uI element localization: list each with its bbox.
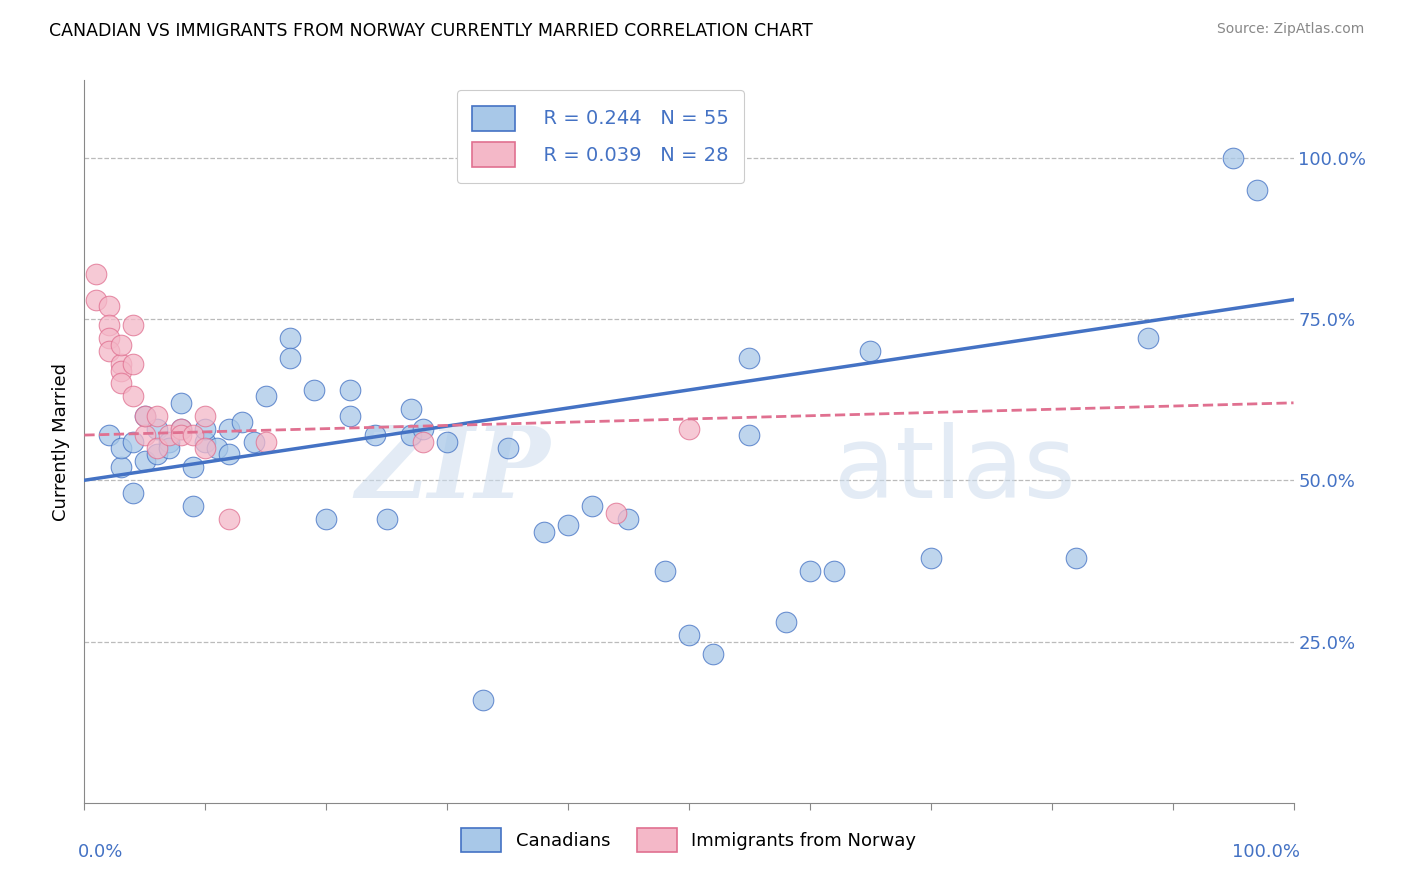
Point [194,409,217,423]
Point [194,441,217,455]
Point [97,344,120,359]
Point [412,434,434,449]
Point [436,434,458,449]
Point [1064,550,1087,565]
Point [702,648,724,662]
Point [617,512,640,526]
Point [799,564,821,578]
Point [823,564,845,578]
Point [86,267,108,281]
Point [121,357,143,371]
Point [605,506,627,520]
Point [194,422,217,436]
Point [557,518,579,533]
Point [339,383,361,397]
Point [157,441,180,455]
Point [121,434,143,449]
Text: CANADIAN VS IMMIGRANTS FROM NORWAY CURRENTLY MARRIED CORRELATION CHART: CANADIAN VS IMMIGRANTS FROM NORWAY CURRE… [49,22,813,40]
Point [920,550,942,565]
Point [146,447,169,461]
Point [121,318,143,333]
Point [654,564,676,578]
Point [859,344,882,359]
Point [399,428,422,442]
Point [110,460,132,475]
Text: atlas: atlas [834,422,1076,519]
Text: 100.0%: 100.0% [1232,843,1299,861]
Point [97,318,120,333]
Point [170,396,193,410]
Point [170,422,193,436]
Point [157,428,180,442]
Point [278,331,301,345]
Point [97,331,120,345]
Point [170,422,193,436]
Point [207,441,229,455]
Point [134,409,156,423]
Y-axis label: Currently Married: Currently Married [52,362,70,521]
Point [533,524,555,539]
Point [412,422,434,436]
Point [1137,331,1160,345]
Point [302,383,325,397]
Point [121,389,143,403]
Text: 0.0%: 0.0% [79,843,124,861]
Point [254,434,277,449]
Point [110,441,132,455]
Point [134,409,156,423]
Point [242,434,264,449]
Point [86,293,108,307]
Point [315,512,337,526]
Point [472,692,495,706]
Point [278,351,301,365]
Point [363,428,385,442]
Point [399,402,422,417]
Legend: Canadians, Immigrants from Norway: Canadians, Immigrants from Norway [454,822,924,859]
Point [181,460,204,475]
Text: ZIP: ZIP [354,422,550,518]
Point [254,389,277,403]
Point [678,422,700,436]
Point [134,428,156,442]
Point [339,409,361,423]
Point [1222,151,1244,165]
Point [146,441,169,455]
Point [110,338,132,352]
Point [170,428,193,442]
Point [146,422,169,436]
Point [110,376,132,391]
Point [496,441,519,455]
Point [231,415,253,429]
Point [218,512,240,526]
Point [218,422,240,436]
Point [775,615,797,630]
Point [121,486,143,500]
Point [1246,183,1268,197]
Text: Source: ZipAtlas.com: Source: ZipAtlas.com [1216,22,1364,37]
Point [181,499,204,513]
Point [110,357,132,371]
Point [738,351,761,365]
Point [375,512,398,526]
Point [146,409,169,423]
Point [181,428,204,442]
Point [97,299,120,313]
Point [738,428,761,442]
Point [97,428,120,442]
Point [581,499,603,513]
Point [110,363,132,377]
Point [194,434,217,449]
Point [157,434,180,449]
Point [678,628,700,642]
Point [218,447,240,461]
Point [134,454,156,468]
